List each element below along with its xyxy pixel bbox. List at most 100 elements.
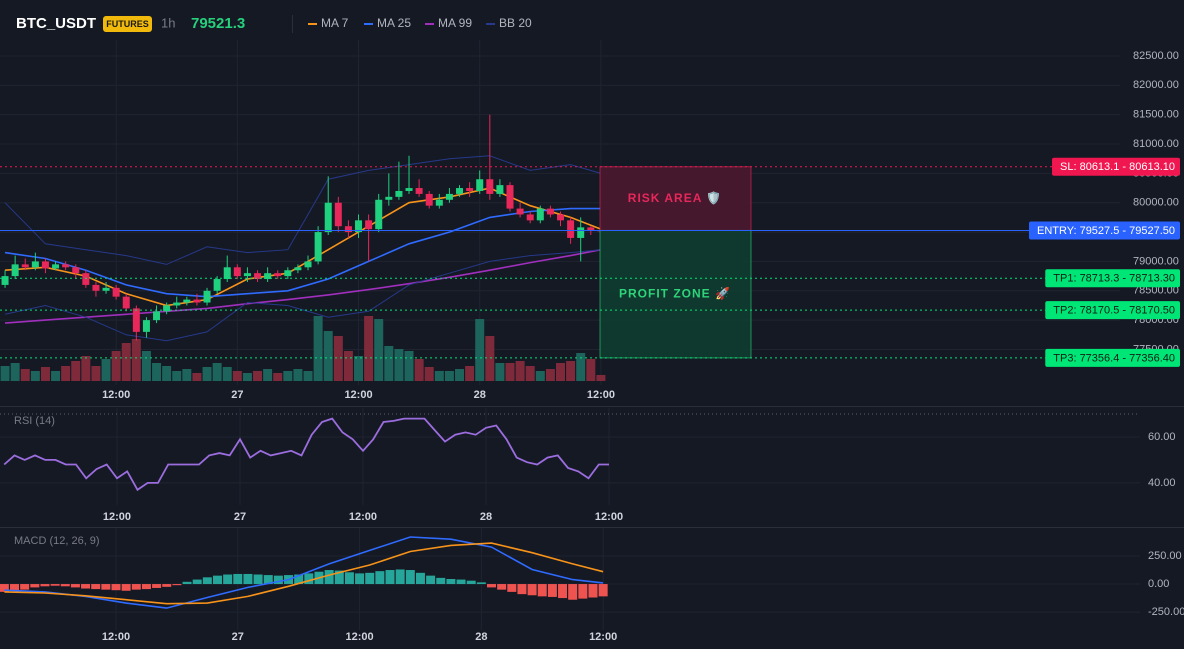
histogram-bar (547, 584, 557, 597)
candle-body (233, 267, 241, 277)
histogram-bar (162, 584, 172, 587)
candle-body (567, 220, 575, 238)
volume-bar (182, 369, 192, 381)
histogram-bar (263, 575, 273, 585)
y-tick-label: 82500.00 (1133, 50, 1179, 62)
histogram-bar (446, 579, 456, 585)
volume-bar (212, 363, 222, 381)
volume-bar (576, 353, 586, 381)
volume-bar (30, 371, 40, 381)
candle-body (1, 276, 9, 285)
candle-body (304, 261, 312, 268)
candle-body (496, 185, 504, 194)
volume-bar (10, 363, 20, 381)
volume-bar (222, 367, 232, 381)
candle-body (546, 208, 554, 215)
candle-body (112, 287, 120, 297)
candle-body (163, 305, 171, 312)
candle-body (72, 267, 80, 274)
candle-body (223, 267, 231, 280)
volume-bar (263, 369, 273, 381)
volume-bar (232, 371, 242, 381)
x-tick-label: 12:00 (595, 511, 623, 523)
x-tick-label: 12:00 (102, 631, 130, 643)
histogram-bar (334, 570, 344, 585)
y-tick-label: 81500.00 (1133, 109, 1179, 121)
indicator-line (4, 207, 601, 298)
badge: FUTURES (106, 19, 149, 29)
volume-bar (152, 363, 162, 381)
histogram-bar (212, 575, 222, 585)
zone (599, 229, 752, 359)
candle-body (445, 193, 453, 200)
volume-bar (333, 336, 343, 381)
histogram-bar (588, 584, 598, 598)
level-tag-label: ENTRY: 79527.5 - 79527.50 (1037, 225, 1175, 237)
x-tick-label: 27 (234, 511, 246, 523)
candle-body (344, 226, 352, 233)
histogram-bar (497, 584, 507, 590)
x-tick-label: 28 (480, 511, 492, 523)
volume-bar (525, 366, 535, 381)
histogram-bar (0, 584, 9, 592)
histogram-bar (476, 582, 486, 585)
candle-body (587, 227, 595, 231)
legend-label: MA 7 (321, 16, 349, 30)
histogram-bar (233, 573, 243, 585)
histogram-bar (202, 577, 212, 585)
volume-bar (323, 331, 333, 381)
volume-bar (61, 366, 71, 381)
indicator-line (4, 249, 601, 342)
histogram-bar (172, 584, 182, 586)
candle-body (486, 179, 494, 194)
candle-body (82, 273, 90, 285)
candle-body (526, 214, 534, 221)
histogram-bar (456, 579, 466, 585)
histogram-bar (517, 584, 527, 595)
interval: 1h (161, 15, 175, 30)
histogram-bar (598, 584, 608, 597)
volume-bar (40, 367, 50, 381)
volume-bar (303, 371, 313, 381)
volume-bar (283, 371, 293, 381)
zone (599, 166, 752, 231)
candle-body (355, 220, 363, 233)
candle-body (456, 188, 464, 194)
candle-body (506, 185, 514, 209)
candle-body (365, 220, 373, 230)
histogram-bar (527, 584, 537, 596)
last-price: 79521.3 (191, 15, 245, 32)
x-tick-label: 12:00 (345, 631, 373, 643)
rsi-line (3, 417, 609, 492)
volume-bar (253, 371, 263, 381)
candle-body (324, 202, 332, 233)
volume-bar (273, 373, 283, 381)
histogram-bar (304, 573, 314, 585)
y-tick-label: 60.00 (1148, 431, 1176, 443)
indicator-line (4, 155, 602, 265)
candle-body (41, 261, 49, 269)
candle-body (62, 264, 70, 268)
candle-body (254, 273, 262, 280)
volume-bar (51, 371, 61, 381)
volume-bar (91, 366, 101, 381)
x-tick-label: 27 (231, 389, 243, 401)
volume-bar (505, 363, 515, 381)
level-tag-label: SL: 80613.1 - 80613.10 (1060, 161, 1175, 173)
volume-bar (20, 369, 30, 381)
indicator-line (4, 248, 602, 324)
symbol: BTC_USDT (16, 15, 96, 32)
pane-title: RSI (14) (14, 415, 55, 427)
legend-label: MA 25 (377, 16, 411, 30)
histogram-bar (121, 584, 131, 591)
volume-bar (566, 361, 576, 381)
histogram-bar (50, 584, 60, 586)
histogram-bar (436, 577, 446, 585)
candle-body (415, 188, 423, 194)
histogram-bar (152, 584, 162, 588)
candle-body (173, 302, 181, 306)
y-tick-label: 82000.00 (1133, 79, 1179, 91)
histogram-bar (30, 584, 40, 588)
histogram-bar (20, 584, 30, 590)
